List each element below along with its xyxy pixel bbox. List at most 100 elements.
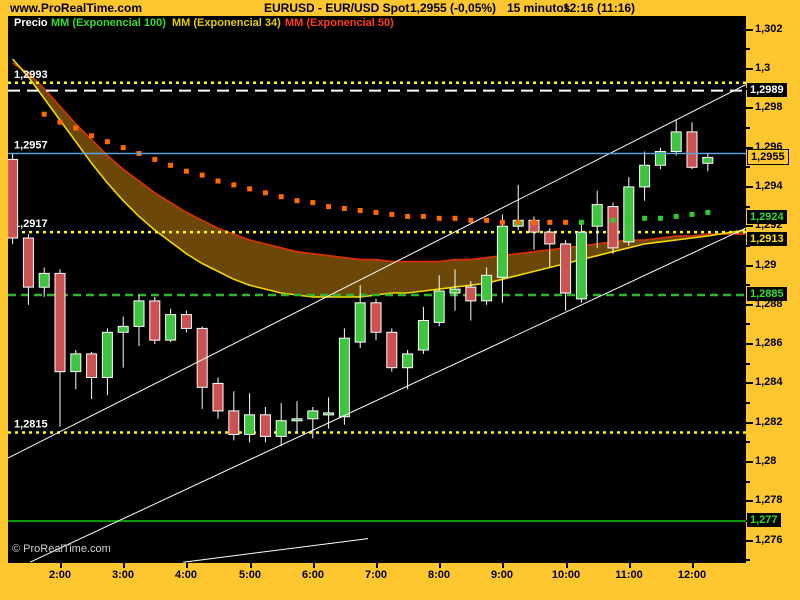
price-axis-tick [746,107,753,109]
time-axis-tick [186,563,188,568]
candle-body-10:30 [591,204,603,227]
price-axis-minor-tick [746,363,750,365]
ema100-dot [183,168,189,174]
price-axis-minor-tick [746,284,750,286]
candle-body-4:00 [180,314,192,329]
price-axis-minor-tick [746,323,750,325]
ema100-dot [547,219,553,225]
time-axis-tick [502,563,504,568]
level-label: 1,2993 [14,69,48,81]
price-axis-minor-tick [746,166,750,168]
trendline-3 [183,538,369,563]
price-axis-minor-tick [746,48,750,50]
candle-body-8:45 [481,274,493,302]
candle-body-1:45 [38,272,50,288]
ema100-dot [89,133,95,139]
candle-body-3:45 [165,314,177,341]
ema100-dot [705,209,711,215]
legend-ema34[interactable]: MM (Exponencial 34) [172,17,281,29]
candle-body-5:00 [244,414,256,435]
time-axis-tick [692,563,694,568]
time-axis-label: 8:00 [427,569,451,581]
ema100-dot [452,215,458,221]
header-bar: www.ProRealTime.com EURUSD - EUR/USD Spo… [0,0,800,16]
price-level-box: 1,2989 [747,83,787,97]
price-axis-tick [746,382,753,384]
ema100-dot [578,219,584,225]
candle-body-3:00 [117,325,129,333]
time-axis-label: 3:00 [111,569,135,581]
candle-body-2:15 [70,353,82,373]
price-level-box: 1,2885 [747,287,787,301]
price-axis-tick [746,225,753,227]
level-label: 1,2815 [14,419,48,431]
price-axis-label: 1,298 [755,101,783,113]
price-axis-minor-tick [746,559,750,561]
price-axis-label: 1,3 [755,62,771,74]
ema50-line [12,62,745,263]
time-axis-tick [629,563,631,568]
time-axis-label: 11:00 [615,569,643,581]
header-last-price: 1,2955 (-0,05%) [410,1,497,15]
ema100-dot [310,200,316,206]
ema100-dot [436,215,442,221]
price-axis[interactable]: 1,302 1,3 1,298 1,296 1,294 1,292 1,29 1,288 1,2… [746,0,800,600]
ema100-dot [215,178,221,184]
time-axis-label: 2:00 [48,569,72,581]
time-axis-label: 12:00 [677,569,707,581]
candle-body-4:45 [228,410,240,435]
price-axis-tick [746,500,753,502]
ema100-dot [231,182,237,188]
header-clock: 12:16 (11:16) [563,1,636,15]
price-level-box: 1,2924 [747,210,787,224]
header-timeframe[interactable]: 15 minutos [507,1,571,15]
price-axis-label: 1,28 [755,455,777,467]
ema100-dot [73,125,79,131]
candle-body-5:15 [259,414,271,437]
trendline-2 [29,227,746,563]
last-price-line-label: 1,2957 [14,139,48,151]
ema100-dot [642,215,648,221]
prorealtime-site-link[interactable]: www.ProRealTime.com [10,1,143,15]
candle-body-4:15 [196,327,208,388]
price-axis-tick [746,343,753,345]
indicator-legend: Precio MM (Exponencial 100) MM (Exponenc… [8,17,746,32]
candle-body-3:30 [149,300,161,341]
candle-body-4:30 [212,382,224,412]
price-axis-tick [746,265,753,267]
candle-body-10:45 [607,206,619,249]
candle-body-7:45 [417,320,429,351]
candle-body-12:15 [702,156,714,164]
ema100-dot [294,198,300,204]
time-axis-label: 4:00 [174,569,198,581]
candle-body-2:30 [86,353,98,378]
time-axis-label: 7:00 [364,569,388,581]
candle-body-7:15 [386,331,398,369]
ema100-dot [120,145,126,151]
legend-ema100[interactable]: MM (Exponencial 100) [51,17,166,29]
candle-body-2:45 [101,331,113,378]
time-axis-label: 6:00 [301,569,325,581]
chart-plot[interactable]: 1,2993 1,2917 1,2815 1,2957 [8,16,746,563]
ema100-dot [499,219,505,225]
time-axis-tick [123,563,125,568]
ema100-dot [389,211,395,217]
candle-body-6:30 [338,337,350,418]
ema100-dot [468,217,474,223]
ema100-dot [610,217,616,223]
time-axis[interactable]: 2:00 3:00 4:00 5:00 6:00 7:00 8:00 9:00 10:00 11:… [0,563,800,600]
ema100-dot [626,217,632,223]
candle-body-1:15 [8,158,19,239]
ema100-dot [563,219,569,225]
price-axis-minor-tick [746,127,750,129]
price-axis-label: 1,294 [755,180,783,192]
candle-body-6:45 [354,302,366,343]
ema100-dot [199,172,205,178]
candle-body-11:00 [623,186,635,243]
legend-price[interactable]: Precio [14,17,48,29]
legend-ema50[interactable]: MM (Exponencial 50) [285,17,394,29]
time-axis-tick [313,563,315,568]
ema100-dot [484,217,490,223]
time-axis-label: 9:00 [490,569,514,581]
candle-body-10:15 [575,231,587,300]
